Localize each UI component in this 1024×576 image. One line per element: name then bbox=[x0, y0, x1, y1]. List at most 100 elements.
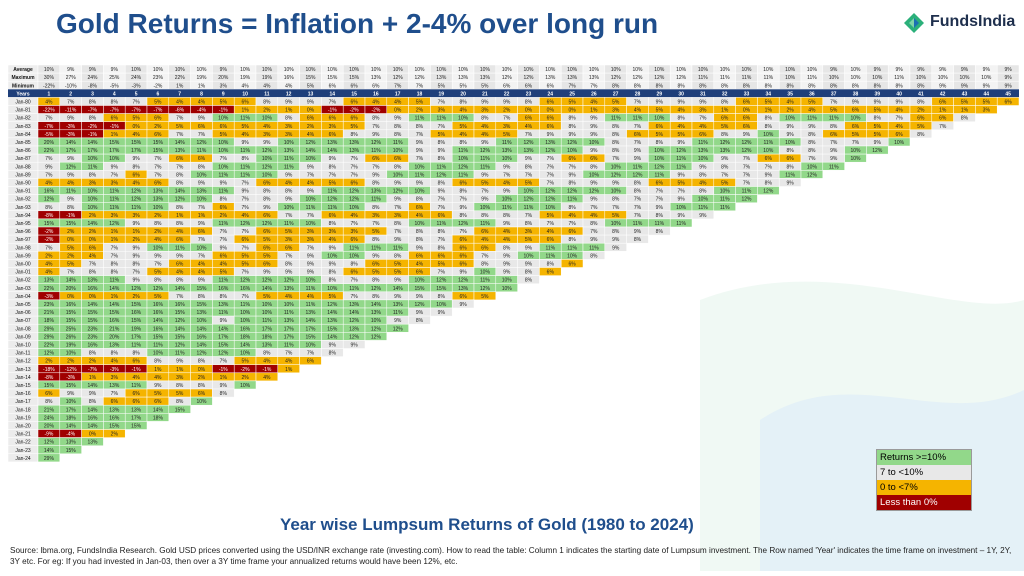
brand-name: FundsIndia bbox=[930, 13, 1016, 30]
source-footnote: Source: lbma.org, FundsIndia Research. G… bbox=[10, 546, 1012, 566]
start-date-label: Jan-91 bbox=[15, 189, 31, 195]
return-value: 7% bbox=[634, 213, 642, 219]
return-value: 8% bbox=[220, 197, 228, 203]
return-value: 4% bbox=[394, 100, 402, 106]
return-value: 4% bbox=[503, 229, 511, 235]
years-header-value: 42 bbox=[940, 91, 946, 97]
return-value: 9% bbox=[590, 116, 598, 122]
return-value: 12% bbox=[262, 221, 273, 227]
return-value: 4% bbox=[89, 253, 97, 259]
legend-label: Less than 0% bbox=[880, 497, 938, 508]
return-value: 11% bbox=[327, 189, 337, 195]
return-value: 9% bbox=[852, 100, 860, 106]
return-cell bbox=[887, 137, 911, 147]
return-value: 5% bbox=[874, 108, 882, 114]
return-value: 4% bbox=[111, 359, 119, 365]
return-value: 8% bbox=[45, 205, 53, 211]
return-value: 10% bbox=[611, 189, 622, 195]
return-value: 6% bbox=[547, 270, 555, 276]
return-value: 6% bbox=[743, 116, 751, 122]
return-value: 1% bbox=[220, 375, 228, 381]
return-value: 12% bbox=[44, 351, 55, 357]
return-value: 9% bbox=[416, 140, 424, 146]
return-value: 21% bbox=[109, 326, 120, 332]
legend-label: Returns >=10% bbox=[880, 452, 947, 463]
summary-value: 11% bbox=[894, 75, 904, 81]
return-value: 8% bbox=[438, 245, 446, 251]
return-value: 2% bbox=[132, 294, 140, 300]
return-value: 10% bbox=[66, 399, 77, 405]
return-value: 10% bbox=[763, 132, 774, 138]
return-value: 12% bbox=[414, 302, 425, 308]
return-value: 11% bbox=[218, 221, 228, 227]
return-value: 5% bbox=[329, 294, 337, 300]
return-value: 9% bbox=[590, 148, 598, 154]
return-value: 17% bbox=[284, 334, 295, 340]
return-value: 4% bbox=[198, 270, 206, 276]
return-cell bbox=[866, 145, 889, 155]
return-value: 9% bbox=[786, 181, 794, 187]
return-value: 8% bbox=[874, 116, 882, 122]
return-value: 6% bbox=[154, 181, 162, 187]
return-value: 7% bbox=[307, 172, 315, 178]
return-value: 9% bbox=[481, 197, 489, 203]
return-value: 12% bbox=[218, 351, 229, 357]
return-value: 8% bbox=[656, 140, 664, 146]
return-value: 13% bbox=[327, 318, 338, 324]
start-date-label: Jan-88 bbox=[15, 164, 31, 170]
return-value: 2% bbox=[45, 253, 53, 259]
return-value: 8% bbox=[656, 213, 664, 219]
return-value: 13% bbox=[393, 302, 404, 308]
return-value: 9% bbox=[656, 100, 664, 106]
return-value: 8% bbox=[459, 189, 467, 195]
summary-value: 10% bbox=[829, 75, 840, 81]
return-value: 11% bbox=[306, 302, 316, 308]
return-value: 18% bbox=[240, 334, 251, 340]
return-value: 12% bbox=[654, 164, 665, 170]
return-value: 7% bbox=[830, 100, 838, 106]
return-value: 13% bbox=[720, 148, 731, 154]
return-value: 8% bbox=[372, 181, 380, 187]
return-value: 11% bbox=[633, 116, 643, 122]
return-value: 1% bbox=[765, 108, 773, 114]
summary-value: 8% bbox=[721, 83, 729, 89]
return-value: 13% bbox=[349, 140, 360, 146]
return-value: 12% bbox=[523, 140, 534, 146]
return-value: 12% bbox=[175, 343, 186, 349]
return-value: 13% bbox=[262, 343, 273, 349]
summary-value: 10% bbox=[763, 67, 774, 73]
summary-value: 12% bbox=[676, 75, 687, 81]
summary-value: 10% bbox=[785, 67, 796, 73]
return-value: 12% bbox=[807, 172, 818, 178]
return-value: 9% bbox=[830, 148, 838, 154]
return-value: 7% bbox=[568, 221, 576, 227]
summary-value: 9% bbox=[961, 83, 969, 89]
return-value: 10% bbox=[218, 140, 229, 146]
return-value: 7% bbox=[852, 140, 860, 146]
return-value: 8% bbox=[89, 100, 97, 106]
return-value: 4% bbox=[132, 132, 140, 138]
return-value: 8% bbox=[285, 116, 293, 122]
return-value: 13% bbox=[545, 140, 556, 146]
return-value: 7% bbox=[547, 221, 555, 227]
return-cell bbox=[800, 170, 824, 179]
return-cell bbox=[975, 105, 998, 114]
return-value: 15% bbox=[196, 302, 207, 308]
summary-row-label: Minimum bbox=[12, 83, 34, 89]
summary-cell bbox=[996, 80, 1020, 90]
return-value: 8% bbox=[176, 181, 184, 187]
return-value: 11% bbox=[436, 116, 446, 122]
return-value: 11% bbox=[698, 140, 708, 146]
return-value: 5% bbox=[459, 124, 467, 130]
return-value: 4% bbox=[634, 108, 642, 114]
return-value: 8% bbox=[699, 172, 707, 178]
years-header-value: 7 bbox=[178, 91, 181, 97]
years-header-value: 43 bbox=[962, 91, 968, 97]
summary-value: 10% bbox=[959, 75, 970, 81]
start-date-label: Jan-23 bbox=[15, 448, 31, 454]
return-value: 9% bbox=[459, 205, 467, 211]
start-date-label: Jan-14 bbox=[15, 375, 31, 381]
summary-value: 1% bbox=[176, 83, 184, 89]
return-value: 7% bbox=[677, 189, 685, 195]
return-value: 7% bbox=[111, 245, 119, 251]
